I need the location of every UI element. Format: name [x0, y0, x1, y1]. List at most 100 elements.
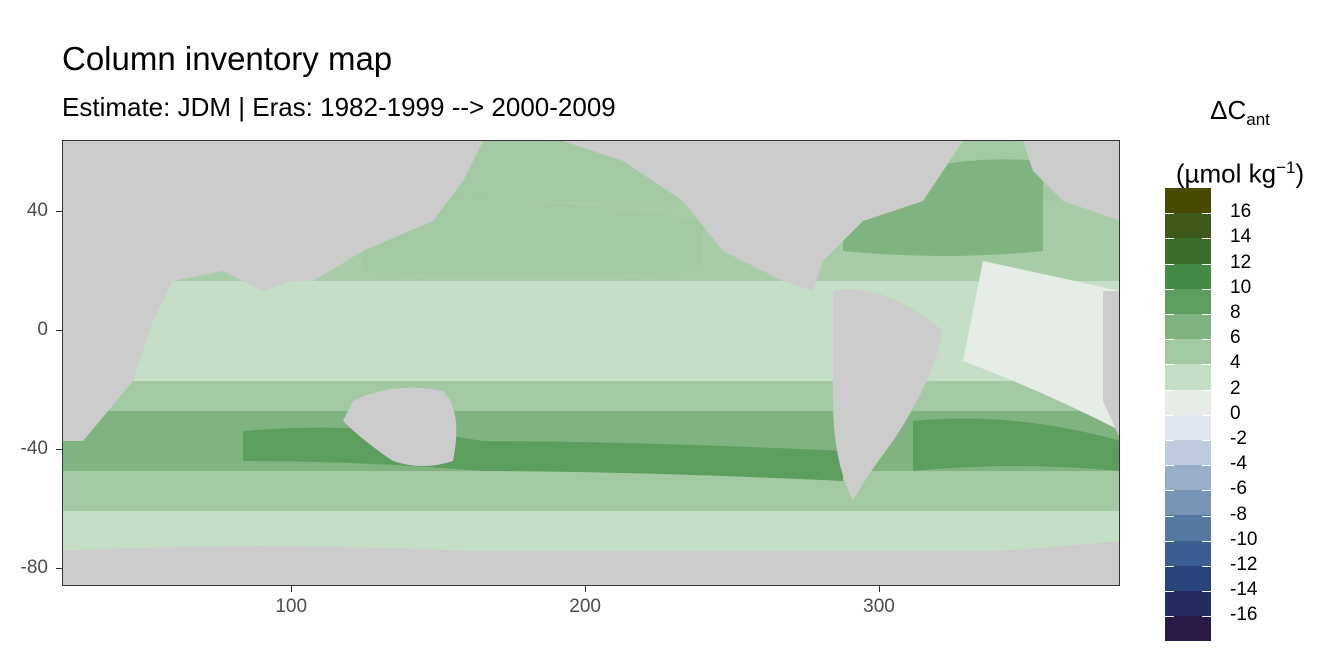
y-tick-mark — [56, 330, 62, 332]
legend-swatch — [1165, 515, 1211, 541]
legend-tick — [1202, 314, 1211, 315]
x-tick-label: 100 — [275, 596, 308, 617]
legend-tick — [1165, 515, 1174, 517]
legend-label: -12 — [1230, 554, 1258, 575]
x-tick-label: 200 — [569, 596, 601, 617]
legend-swatch — [1165, 414, 1211, 440]
legend-swatch — [1165, 465, 1211, 491]
legend-swatch — [1165, 263, 1211, 289]
legend-title: ΔCant (µmol kg−1) — [1160, 86, 1320, 198]
legend-tick — [1165, 288, 1174, 290]
legend-swatch — [1165, 188, 1211, 214]
legend-tick — [1202, 591, 1211, 593]
legend-tick — [1202, 540, 1211, 542]
legend-tick — [1165, 465, 1174, 467]
y-tick-mark — [56, 211, 62, 213]
legend-tick — [1202, 490, 1211, 492]
land-greenland — [1023, 141, 1119, 221]
legend-tick — [1165, 339, 1174, 341]
legend-label: -4 — [1230, 453, 1247, 475]
ocean-band-tropics — [63, 281, 1119, 381]
legend-tick — [1165, 566, 1174, 567]
y-tick-label: -80 — [20, 557, 48, 579]
legend-tick — [1165, 490, 1174, 492]
legend-tick — [1165, 591, 1174, 593]
land-south-america — [833, 289, 943, 501]
legend-swatch — [1165, 238, 1211, 264]
y-tick-label: 40 — [26, 200, 48, 222]
legend-swatch — [1165, 389, 1211, 415]
x-tick-mark — [879, 586, 880, 592]
legend-label: 12 — [1230, 251, 1252, 273]
legend-tick — [1202, 364, 1211, 366]
land-australia — [343, 387, 457, 466]
legend-tick — [1202, 213, 1211, 215]
ocean-high-atlantic-south — [913, 418, 1119, 471]
legend-tick — [1202, 238, 1211, 240]
page-title: Column inventory map — [62, 40, 393, 77]
y-tick-mark — [56, 449, 62, 451]
legend-label: 2 — [1230, 377, 1241, 399]
land-layer — [63, 141, 1119, 585]
legend-tick — [1202, 414, 1211, 416]
legend-swatch — [1165, 490, 1211, 516]
legend-tick — [1165, 389, 1174, 391]
legend-swatch — [1165, 364, 1211, 390]
legend-swatch — [1165, 439, 1211, 466]
legend-tick — [1165, 540, 1174, 542]
legend-swatch — [1165, 616, 1211, 642]
ocean-layer — [63, 141, 1119, 551]
legend-label: 14 — [1230, 226, 1252, 248]
legend-title-variable: ΔCant — [1210, 95, 1270, 130]
legend-tick — [1202, 465, 1211, 467]
legend-tick — [1165, 616, 1174, 618]
land-north-america — [563, 141, 963, 291]
legend-label: 16 — [1230, 201, 1252, 223]
land-africa-west — [1103, 291, 1119, 437]
x-tick-mark — [585, 586, 587, 592]
map-canvas — [63, 141, 1119, 585]
legend-label: -16 — [1230, 604, 1258, 626]
legend-tick — [1165, 414, 1174, 416]
legend-tick — [1165, 213, 1174, 215]
legend-tick — [1202, 339, 1211, 341]
legend-label: 8 — [1230, 302, 1241, 323]
legend-tick — [1165, 314, 1174, 315]
legend-label: 10 — [1230, 276, 1252, 298]
ocean-band-south1 — [63, 381, 1119, 411]
legend-tick — [1202, 288, 1211, 290]
x-tick-mark — [291, 586, 293, 592]
legend-title-unit: (µmol kg−1) — [1175, 158, 1305, 189]
legend-colorbar — [1165, 188, 1211, 642]
legend-tick — [1202, 440, 1211, 441]
legend-label: 4 — [1230, 352, 1241, 374]
legend-swatch — [1165, 540, 1211, 566]
legend-swatch — [1165, 565, 1211, 591]
ocean-band-antarctic — [63, 511, 1119, 551]
y-tick-mark — [56, 568, 62, 570]
legend-tick — [1165, 263, 1174, 265]
legend-swatch — [1165, 591, 1211, 617]
legend-swatch — [1165, 213, 1211, 239]
legend-swatch — [1165, 339, 1211, 365]
ocean-band-south3 — [63, 471, 1119, 511]
legend-label: 6 — [1230, 327, 1241, 349]
legend-tick — [1202, 566, 1211, 567]
legend-tick — [1165, 364, 1174, 366]
y-tick-label: -40 — [20, 438, 48, 460]
legend-label: -10 — [1230, 528, 1258, 550]
legend-tick — [1202, 263, 1211, 265]
y-tick-label: 0 — [37, 319, 48, 341]
legend-tick — [1202, 389, 1211, 391]
land-antarctica — [63, 541, 1119, 585]
legend-label: -2 — [1230, 428, 1247, 449]
legend-label: -14 — [1230, 579, 1258, 601]
page-subtitle: Estimate: JDM | Eras: 1982-1999 --> 2000… — [62, 92, 616, 122]
legend-swatch — [1165, 288, 1211, 314]
legend-tick — [1165, 440, 1174, 441]
legend-tick — [1202, 515, 1211, 517]
x-tick-label: 300 — [863, 596, 895, 617]
legend-label: -6 — [1230, 478, 1247, 500]
legend-label: -8 — [1230, 503, 1247, 525]
legend-label: 0 — [1230, 402, 1241, 424]
